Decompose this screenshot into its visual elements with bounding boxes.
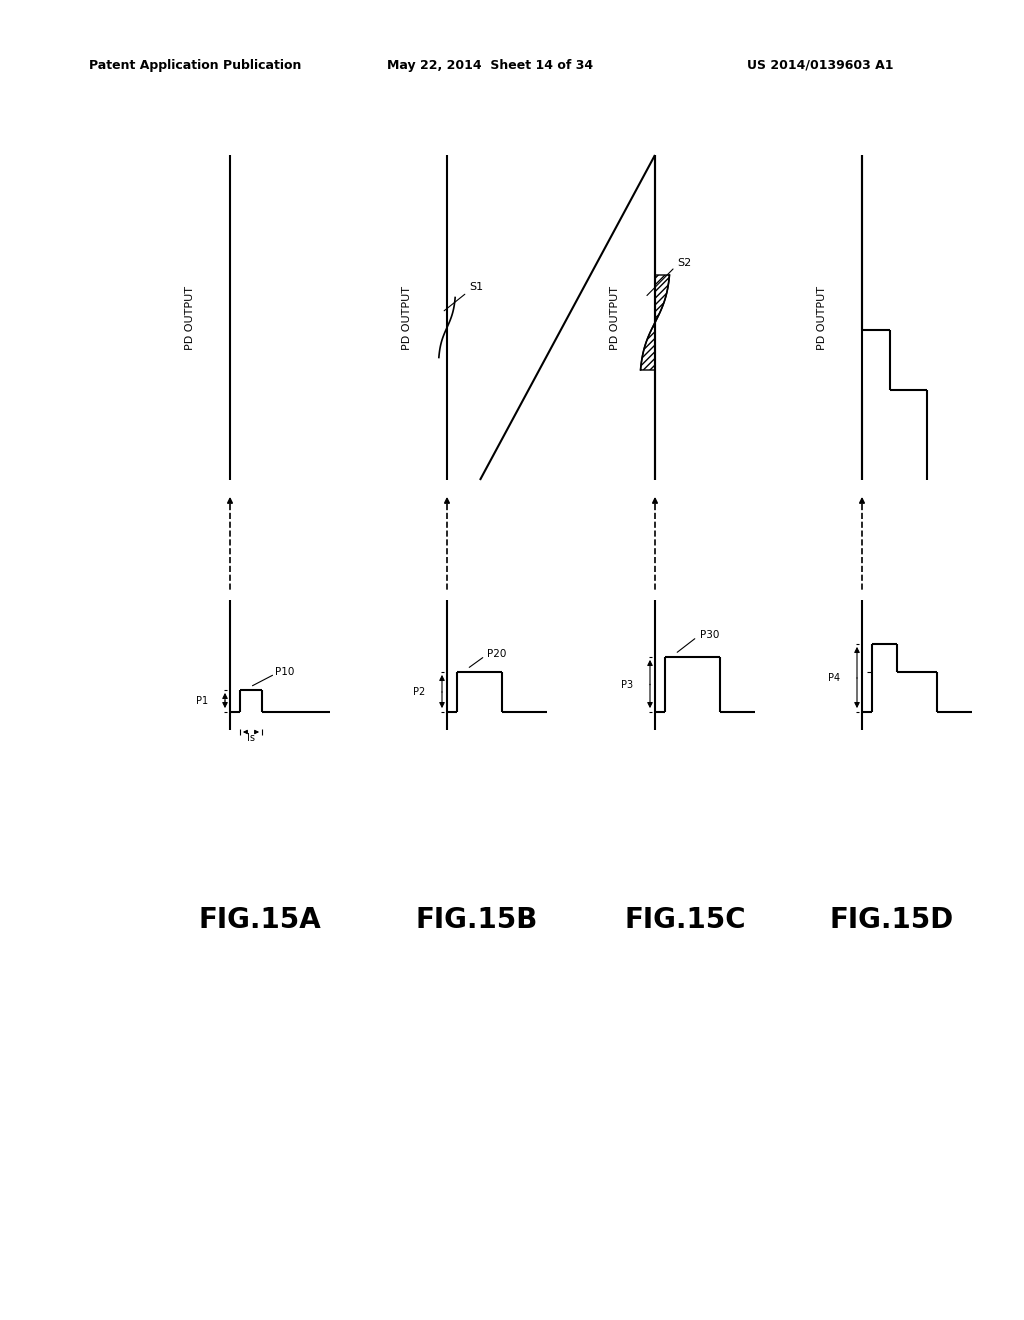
Text: P2: P2 [413,686,425,697]
Text: P4: P4 [827,673,840,682]
Text: P10: P10 [275,667,295,677]
Text: Is: Is [247,733,255,743]
Text: Patent Application Publication: Patent Application Publication [89,58,301,71]
Text: US 2014/0139603 A1: US 2014/0139603 A1 [746,58,893,71]
Text: FIG.15D: FIG.15D [829,906,954,935]
Text: May 22, 2014  Sheet 14 of 34: May 22, 2014 Sheet 14 of 34 [387,58,593,71]
Text: FIG.15A: FIG.15A [199,906,322,935]
Text: PD OUTPUT: PD OUTPUT [185,285,195,350]
Text: P30: P30 [700,630,720,640]
Text: P1: P1 [196,696,208,706]
Text: FIG.15C: FIG.15C [625,906,745,935]
Text: P3: P3 [621,680,633,689]
Text: S1: S1 [469,282,483,293]
Text: PD OUTPUT: PD OUTPUT [817,285,827,350]
Text: P20: P20 [487,649,507,659]
Text: S2: S2 [677,257,691,268]
Text: PD OUTPUT: PD OUTPUT [402,285,412,350]
Text: PD OUTPUT: PD OUTPUT [610,285,620,350]
Text: FIG.15B: FIG.15B [416,906,539,935]
